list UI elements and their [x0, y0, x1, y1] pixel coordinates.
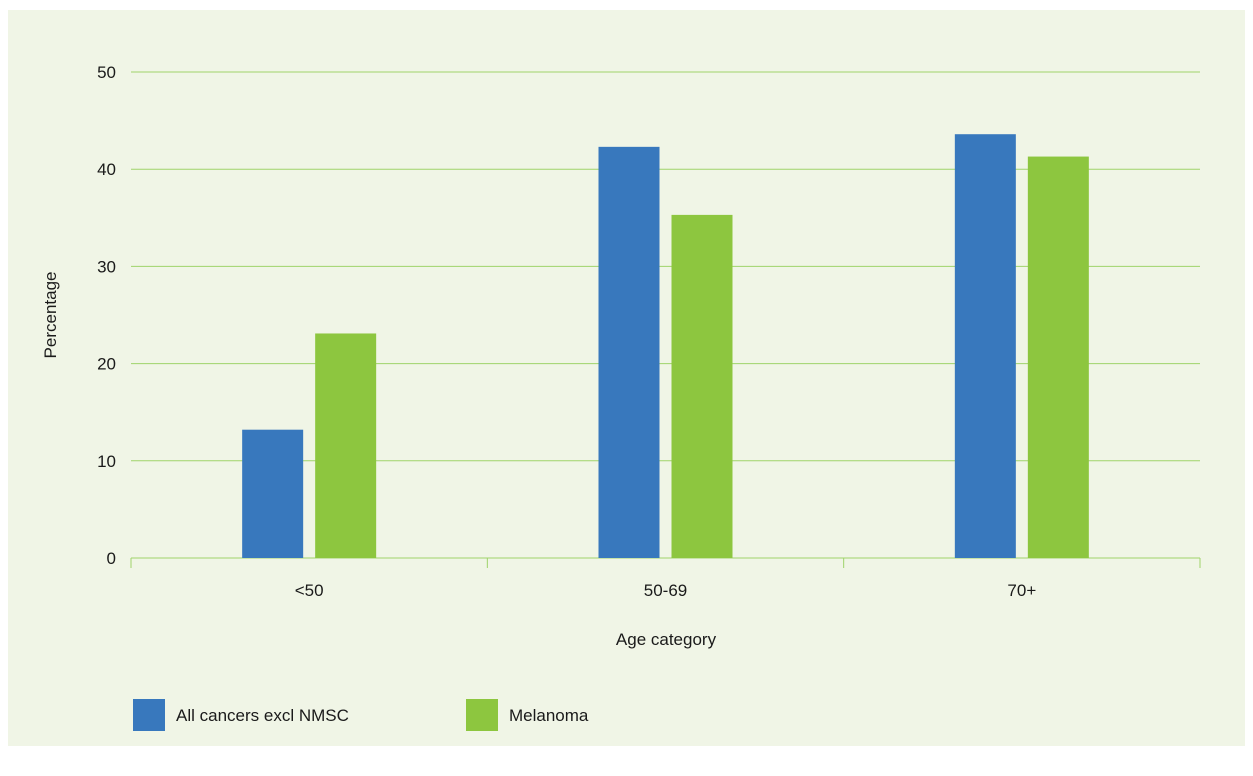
bar-melanoma	[671, 214, 733, 558]
x-tick-label: 50-69	[644, 581, 687, 600]
bar-melanoma	[1027, 156, 1089, 558]
legend-swatch	[133, 699, 165, 731]
y-axis-ticks: 0 10 20 30 40 50	[97, 63, 116, 568]
x-tick-label: <50	[295, 581, 324, 600]
y-tick-label: 50	[97, 63, 116, 82]
y-tick-label: 10	[97, 452, 116, 471]
bar-melanoma	[315, 333, 377, 558]
bar-all-cancers	[954, 134, 1016, 558]
bar-all-cancers	[242, 429, 304, 558]
bar-all-cancers	[598, 146, 660, 558]
y-tick-label: 30	[97, 257, 116, 276]
gridlines	[131, 71, 1200, 559]
legend-label: Melanoma	[509, 706, 589, 725]
x-axis-title: Age category	[616, 630, 717, 649]
legend: All cancers excl NMSC Melanoma	[133, 699, 589, 731]
y-tick-label: 20	[97, 355, 116, 374]
legend-label: All cancers excl NMSC	[176, 706, 349, 725]
legend-swatch	[466, 699, 498, 731]
y-tick-label: 40	[97, 160, 116, 179]
y-axis-title: Percentage	[41, 272, 60, 359]
bars	[242, 134, 1089, 558]
y-tick-label: 0	[107, 549, 116, 568]
x-tick-label: 70+	[1007, 581, 1036, 600]
x-axis: <50 50-69 70+	[130, 558, 1201, 600]
